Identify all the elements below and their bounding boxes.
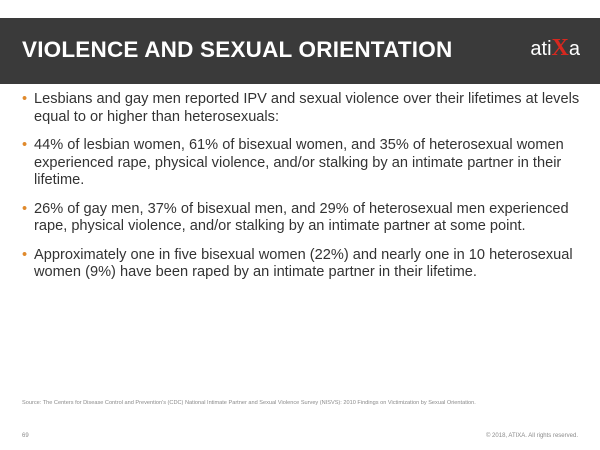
- bullet: Lesbians and gay men reported IPV and se…: [22, 91, 582, 126]
- slide-title: VIOLENCE AND SEXUAL ORIENTATION: [22, 37, 453, 62]
- logo-text: ati: [530, 38, 552, 60]
- bullet: Approximately one in five bisexual women…: [22, 247, 582, 282]
- logo: atiXa: [530, 35, 580, 62]
- copyright: © 2018, ATIXA. All rights reserved.: [485, 433, 578, 439]
- bullet-list: Lesbians and gay men reported IPV and se…: [22, 91, 582, 293]
- source-note: Source: The Centers for Disease Control …: [22, 400, 476, 406]
- bullet: 44% of lesbian women, 61% of bisexual wo…: [22, 137, 582, 190]
- logo-mark: X: [551, 35, 569, 61]
- logo-text: a: [568, 38, 580, 60]
- bullet: 26% of gay men, 37% of bisexual men, and…: [22, 201, 582, 236]
- slide-number: 69: [22, 433, 29, 439]
- header-band: VIOLENCE AND SEXUAL ORIENTATION atiXa: [0, 18, 600, 84]
